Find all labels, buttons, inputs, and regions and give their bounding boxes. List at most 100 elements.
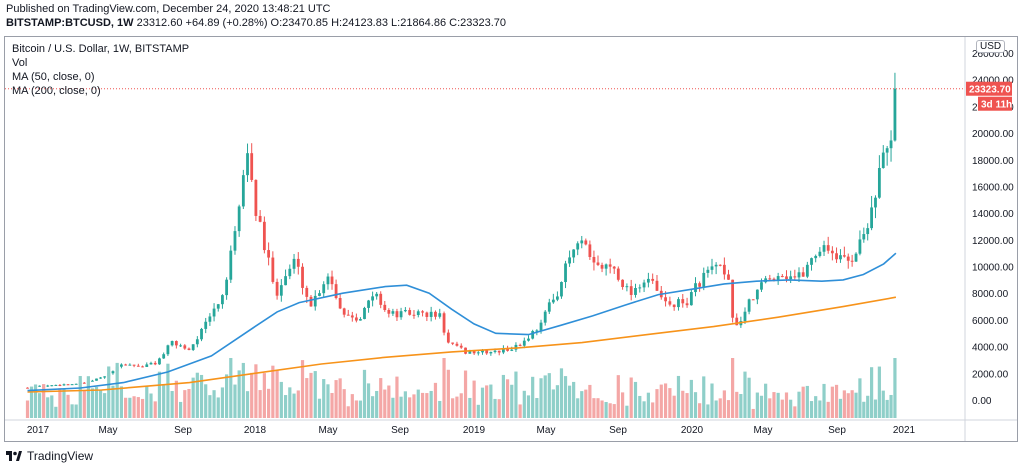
volume-bar: [416, 389, 420, 418]
candle-body: [279, 285, 283, 296]
volume-bar: [322, 379, 326, 418]
volume-bar: [659, 384, 663, 418]
candle-body: [179, 345, 182, 347]
candle-body: [522, 340, 526, 346]
volume-bar: [334, 380, 338, 418]
candle-body: [313, 295, 317, 307]
last-price-tag: [966, 81, 1012, 96]
candle-body: [399, 311, 403, 318]
volume-bar: [501, 374, 505, 418]
volume-bar: [547, 373, 551, 418]
candle-body: [568, 257, 571, 264]
volume-bar: [313, 371, 317, 418]
volume-bar: [195, 372, 199, 418]
volume-bar: [596, 398, 600, 418]
volume-bar: [472, 380, 476, 418]
candle-body: [74, 383, 78, 385]
volume-bar: [629, 377, 633, 418]
candle-body: [334, 284, 338, 299]
candle-body: [672, 304, 676, 308]
volume-bar: [296, 390, 300, 418]
candle-body: [572, 249, 576, 258]
volume-bar: [119, 386, 124, 418]
candle-body: [237, 206, 241, 232]
candle-body: [600, 264, 604, 269]
candle-body: [560, 282, 563, 297]
volume-bar: [600, 400, 604, 418]
candle-body: [805, 264, 809, 277]
volume-bar: [822, 383, 826, 418]
candle-body: [789, 276, 793, 280]
y-tick-label: 8000.00: [972, 289, 1009, 300]
volume-bar: [208, 395, 212, 418]
currency-button[interactable]: USD: [976, 40, 1006, 53]
candle-body: [718, 264, 722, 266]
candle-body: [814, 255, 818, 259]
volume-bar: [300, 360, 305, 418]
candle-body: [564, 263, 567, 283]
tradingview-logo-icon[interactable]: [6, 451, 22, 461]
candle-body: [751, 299, 755, 301]
volume-bar: [187, 388, 191, 418]
candle-body: [698, 283, 702, 287]
candle-body: [208, 316, 212, 322]
volume-bar: [42, 384, 46, 418]
volume-bar: [78, 376, 82, 418]
volume-bar: [342, 389, 346, 418]
candle-body: [685, 303, 689, 306]
x-tick-label: 2017: [27, 425, 50, 436]
volume-bar: [485, 385, 489, 418]
volume-bar: [103, 393, 107, 418]
volume-bar: [305, 378, 309, 418]
y-tick-label: 14000.00: [972, 209, 1014, 220]
volume-bar: [514, 371, 518, 418]
volume-bar: [830, 386, 834, 418]
candle-body: [608, 264, 612, 267]
volume-bar: [29, 386, 34, 418]
candle-body: [780, 276, 784, 278]
legend-vol[interactable]: Vol: [12, 57, 28, 69]
volume-bar: [391, 397, 395, 418]
volume-bar: [714, 400, 718, 418]
candle-body: [629, 286, 633, 295]
volume-bar: [755, 392, 759, 418]
footer-brand[interactable]: TradingView: [27, 449, 94, 463]
volume-bar: [563, 376, 568, 418]
volume-bar: [54, 406, 58, 418]
candle-body: [296, 258, 300, 267]
volume-bar: [140, 398, 145, 418]
candle-body: [870, 207, 873, 229]
volume-bar: [254, 364, 258, 418]
volume-bar: [459, 393, 463, 418]
candle-body: [438, 313, 442, 317]
candle-body: [735, 317, 739, 326]
legend-ma200[interactable]: MA (200, close, 0): [12, 85, 101, 97]
volume-bar: [747, 377, 751, 418]
volume-bar: [199, 374, 204, 418]
legend-ma50[interactable]: MA (50, close, 0): [12, 71, 95, 83]
candle-body: [350, 315, 354, 318]
x-tick-label: 2021: [893, 425, 916, 436]
volume-bar: [668, 388, 672, 418]
volume-bar: [535, 398, 539, 418]
volume-bar: [877, 366, 881, 418]
volume-bar: [522, 390, 526, 418]
chart-title: Bitcoin / U.S. Dollar, 1W, BITSTAMP: [12, 43, 190, 55]
volume-bar: [663, 383, 668, 418]
candle-body: [451, 342, 455, 344]
candle-body: [801, 272, 805, 277]
volume-bar: [46, 397, 50, 418]
candle-body: [760, 282, 763, 290]
volume-bar: [842, 390, 846, 418]
volume-bar: [455, 396, 459, 418]
quote-line: BITSTAMP:BTCUSD, 1W 23312.60 +64.89 (+0.…: [6, 17, 506, 29]
candle-body: [379, 293, 383, 305]
candle-body: [359, 319, 362, 321]
candle-body: [776, 276, 780, 281]
candle-body: [136, 365, 140, 367]
volume-bar: [446, 369, 450, 418]
volume-bar: [387, 385, 391, 418]
volume-bar: [885, 399, 889, 418]
volume-bar: [862, 401, 866, 418]
